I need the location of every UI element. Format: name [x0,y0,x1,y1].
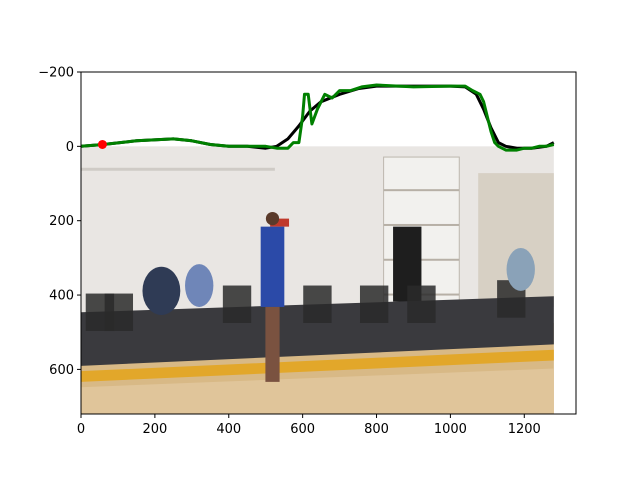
photo-court-lower [81,368,554,414]
photo-folding-chair [222,285,252,323]
photo-wall-rail [81,167,275,171]
x-tick-label: 200 [142,422,167,437]
axes-frame [80,71,577,415]
photo-folding-chair [407,285,436,323]
x-tick-label: 600 [290,422,315,437]
photo-player-legs [265,306,280,382]
y-tick-label: 600 [49,363,74,378]
photo-folding-chair [104,293,134,332]
marker-point [97,139,107,149]
y-tick-label: −200 [38,66,74,81]
x-tick-label: 1000 [434,422,467,437]
photo-player-jersey [260,226,285,307]
y-axis-ticks: −200 0 200 400 600 [38,66,81,378]
x-tick-label: 1200 [508,422,541,437]
plot-series-group [80,83,555,152]
background-photo [81,146,554,414]
x-tick-label: 0 [77,422,85,437]
photo-folding-chair [303,285,332,323]
y-tick-label: 400 [49,289,74,304]
y-tick-label: 0 [66,140,74,155]
photo-exit-sign [270,218,290,227]
photo-court-stripe [81,349,554,382]
photo-shelf-board [383,189,460,192]
photo-spectator [185,264,214,307]
x-axis-ticks: 0 200 400 600 800 1000 1200 [77,414,541,437]
photo-player-head [265,211,280,226]
y-tick-label: 200 [49,214,74,229]
photo-folding-chair [359,285,389,323]
photo-spectator [506,248,535,291]
photo-spectator [142,266,181,315]
x-tick-label: 400 [216,422,241,437]
photo-shelf-board [383,223,460,226]
series-line-2 [80,83,555,152]
x-tick-label: 800 [364,422,389,437]
